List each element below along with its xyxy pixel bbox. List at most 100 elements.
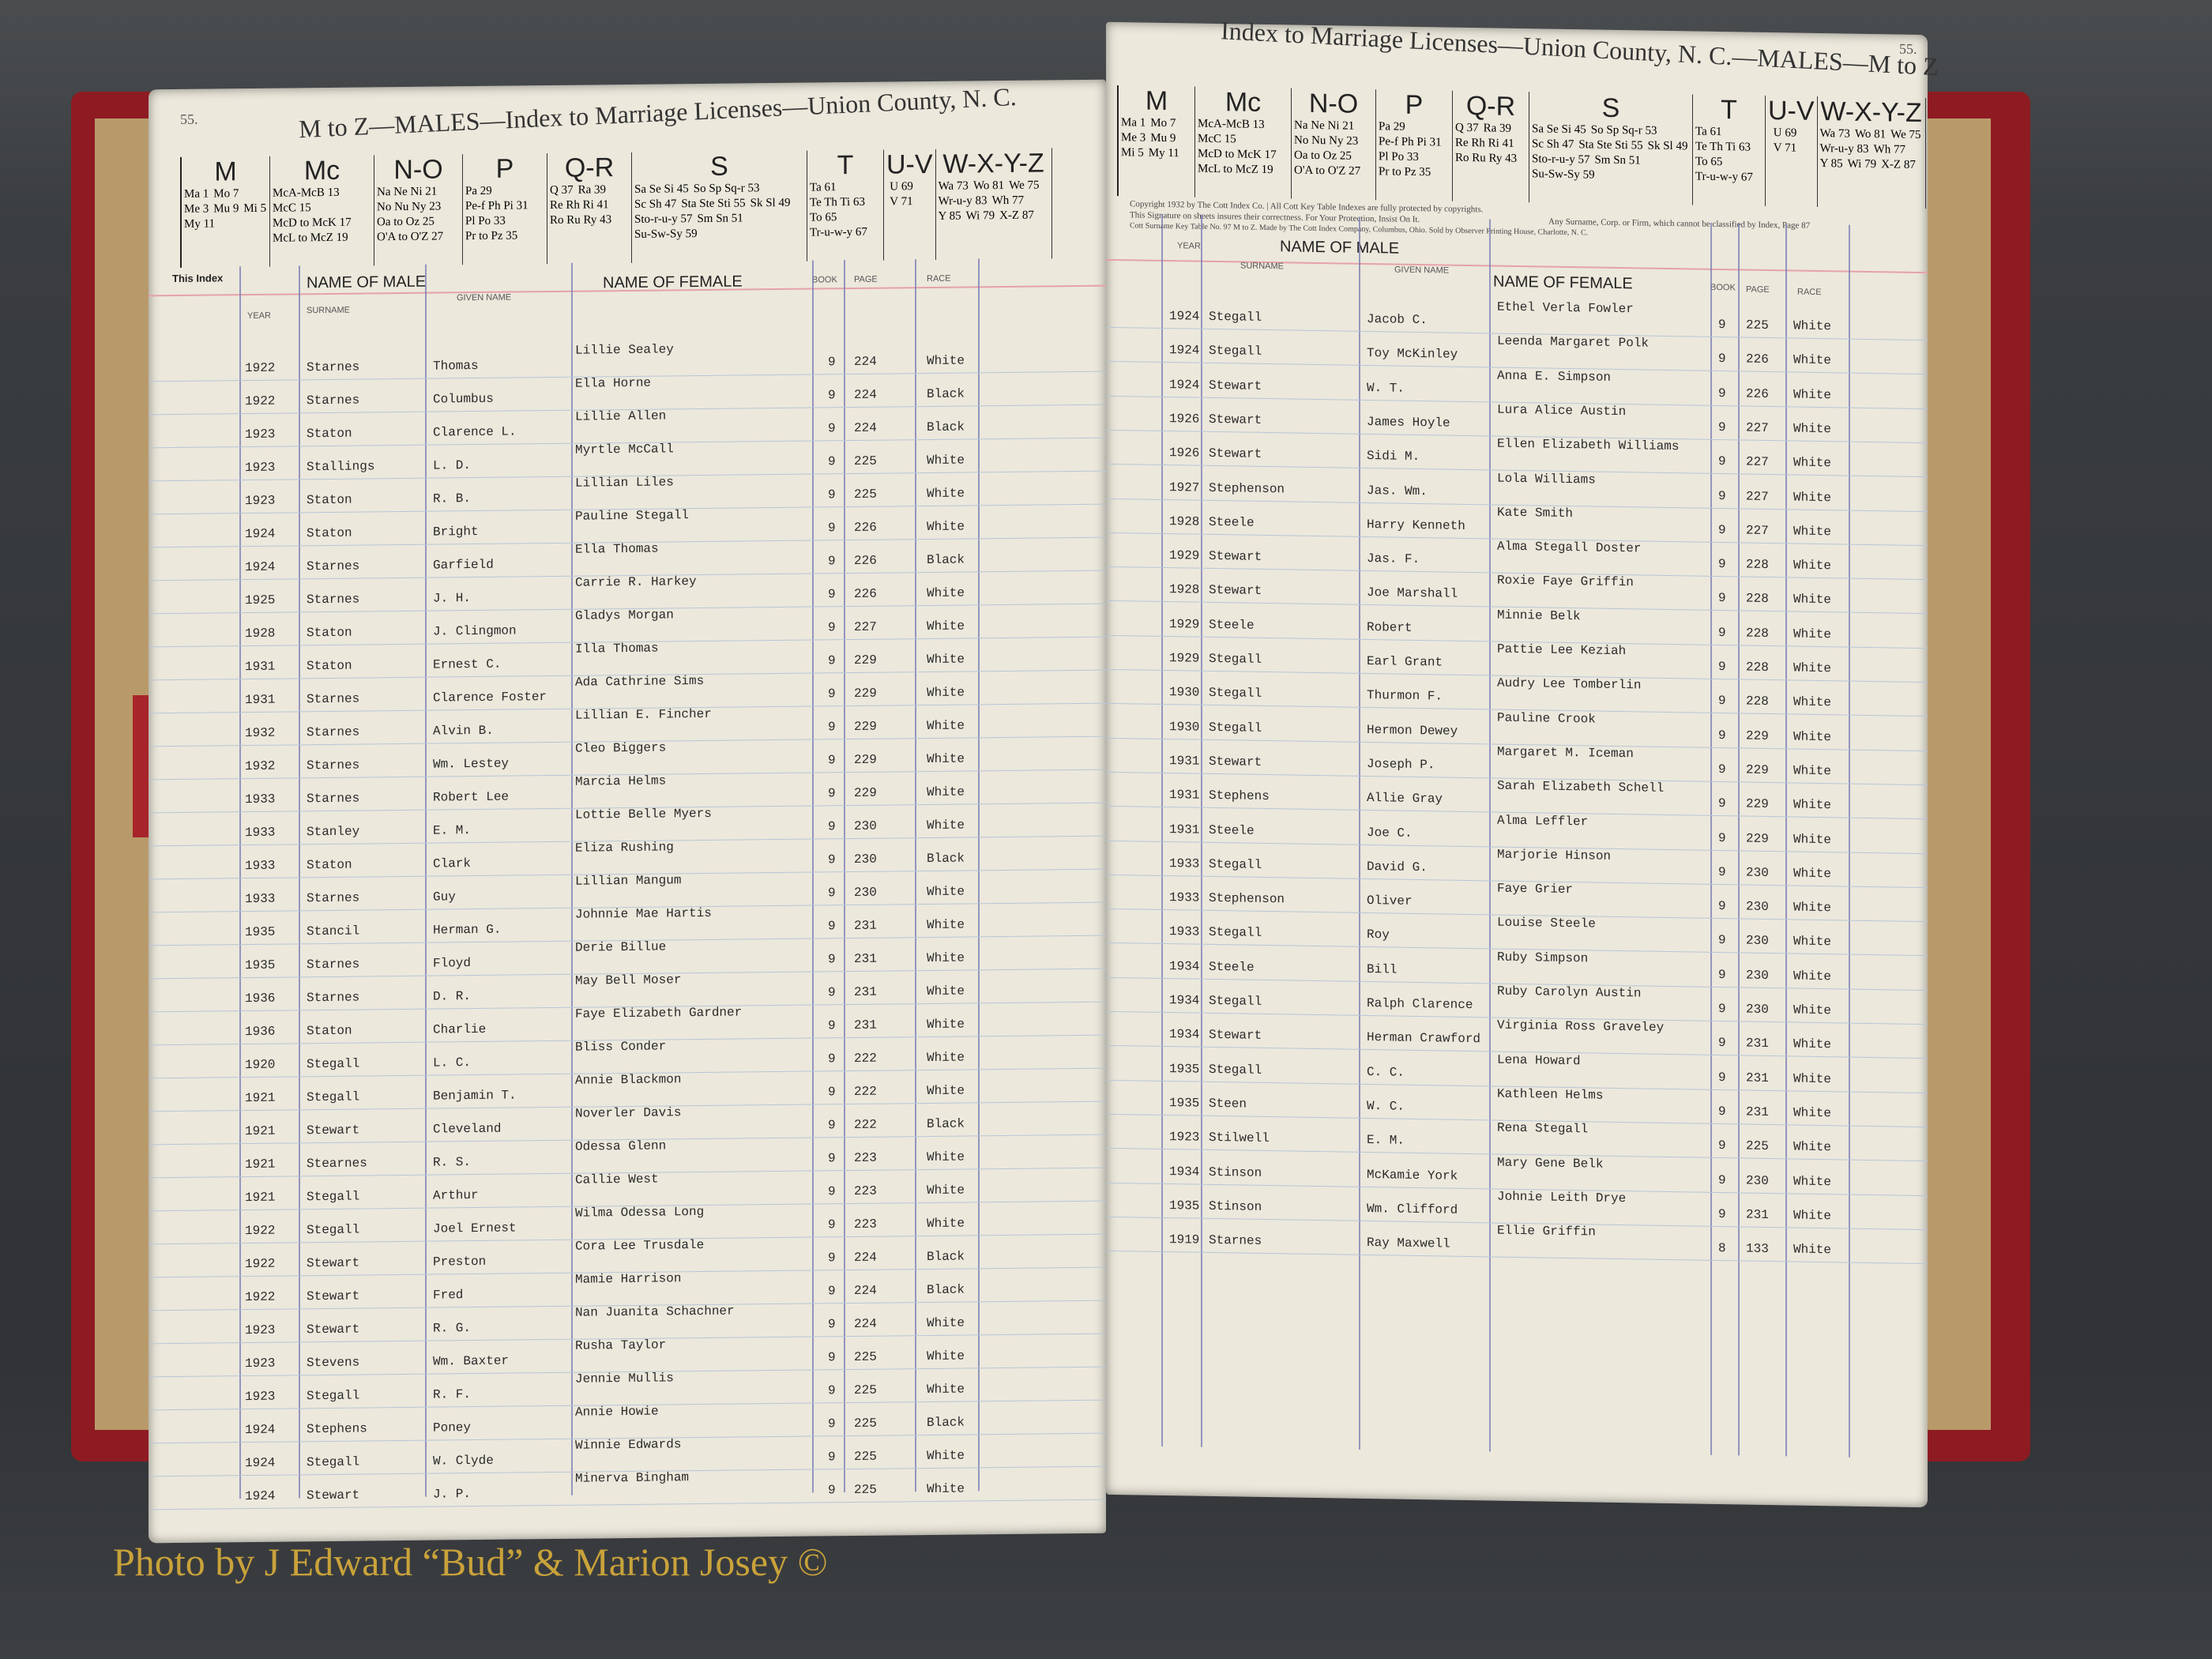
year-cell: 1923: [245, 1322, 276, 1338]
page-cell: 231: [854, 918, 877, 933]
key-entry: Na Ne Ni 21: [377, 185, 438, 199]
female-name-cell: Lola Williams: [1497, 471, 1596, 487]
surname-key-table: M Ma 1 Mo 7 Me 3 Mu 9 Mi 5 My 11 Mc McA-McB 13 Mc…: [1117, 85, 1926, 209]
key-entry: Sta Ste Sti 55: [1578, 138, 1643, 152]
given-name-cell: Arthur: [433, 1187, 479, 1203]
female-name-cell: Derie Billue: [575, 939, 667, 955]
female-name-cell: Lena Howard: [1497, 1052, 1581, 1068]
key-letter: W-X-Y-Z: [1820, 96, 1922, 129]
name-of-male-header: NAME OF MALE: [307, 273, 427, 292]
key-entry: Sc Sh 47: [634, 198, 677, 211]
column-rule: [812, 260, 814, 1493]
book-cell: 9: [1718, 386, 1726, 401]
page-header: PAGE: [854, 274, 878, 284]
page-cell: 228: [1746, 660, 1769, 675]
page-cell: 133: [1746, 1241, 1769, 1257]
page-cell: 229: [854, 686, 877, 701]
race-cell: White: [1793, 455, 1832, 471]
given-name-cell: Clarence L.: [433, 424, 517, 440]
female-name-cell: Pauline Stegall: [575, 508, 690, 524]
year-cell: 1934: [1169, 1027, 1200, 1042]
race-cell: Black: [927, 1249, 965, 1265]
female-name-cell: Anna E. Simpson: [1497, 368, 1612, 385]
key-letter: T: [837, 150, 854, 181]
key-entry: Ra 39: [1483, 122, 1512, 135]
key-entry: Sc Sh 47: [1532, 137, 1574, 152]
surname-cell: Starnes: [307, 724, 360, 740]
surname-cell: Stinson: [1209, 1198, 1262, 1214]
female-name-cell: May Bell Moser: [575, 972, 682, 988]
year-header: YEAR: [1177, 241, 1201, 251]
key-section: M Ma 1 Mo 7 Me 3 Mu 9 Mi 5 My 11: [1119, 85, 1195, 198]
year-cell: 1922: [245, 1256, 276, 1272]
book-cell: 9: [828, 919, 836, 934]
surname-cell: Stewart: [1209, 548, 1262, 565]
female-name-cell: Eliza Rushing: [575, 840, 674, 856]
book-cell: 9: [1718, 728, 1726, 743]
given-name-cell: R. B.: [433, 491, 472, 506]
race-cell: White: [927, 619, 965, 634]
year-cell: 1921: [245, 1157, 276, 1172]
race-cell: Black: [927, 386, 965, 402]
page-cell: 222: [854, 1051, 877, 1066]
book-cell: 9: [828, 720, 836, 735]
given-name-cell: Herman Crawford: [1367, 1030, 1481, 1047]
book-cell: 9: [828, 1383, 836, 1398]
given-name-cell: Herman G.: [433, 922, 502, 938]
surname-cell: Staton: [307, 625, 352, 641]
race-header: RACE: [927, 273, 951, 284]
book-cell: 9: [1718, 625, 1726, 640]
key-entry: Pl Po 33: [465, 214, 506, 228]
female-name-cell: Lottie Belle Myers: [575, 806, 712, 822]
book-cell: 9: [828, 587, 836, 602]
key-entry: Sto-r-u-y 57: [1532, 152, 1590, 167]
key-entry: Y 85: [1819, 157, 1843, 171]
surname-cell: Stegall: [1209, 309, 1262, 325]
page-cell: 230: [1746, 968, 1769, 983]
year-cell: 1929: [1169, 616, 1200, 632]
key-entry: Wa 73: [1819, 127, 1850, 141]
key-entry: To 65: [1695, 155, 1723, 169]
given-name-cell: Poney: [433, 1420, 472, 1435]
book-header: BOOK: [812, 275, 837, 285]
year-cell: 1931: [1169, 753, 1200, 769]
key-entry: Me 3: [1121, 131, 1146, 145]
race-cell: White: [927, 1017, 965, 1033]
book-cell: 9: [1718, 796, 1726, 811]
surname-cell: Steele: [1209, 514, 1255, 530]
page-cell: 231: [1746, 1070, 1769, 1085]
surname-cell: Staton: [307, 658, 352, 674]
key-letter: N-O: [393, 154, 443, 186]
page-cell: 225: [854, 1482, 877, 1497]
key-section: W-X-Y-Z Wa 73 Wo 81 We 75 Wr-u-y 83 Wh 77 Y 85…: [935, 148, 1052, 260]
given-name-cell: L. D.: [433, 458, 472, 473]
book-cell: 9: [1718, 933, 1726, 948]
book-cell: 9: [1718, 694, 1726, 709]
surname-cell: Starnes: [307, 890, 360, 906]
given-name-cell: E. M.: [1367, 1133, 1405, 1148]
book-cell: 9: [828, 1118, 836, 1133]
book-cell: 9: [828, 1350, 836, 1365]
given-name-cell: Harry Kenneth: [1367, 517, 1465, 533]
key-entry: Pa 29: [465, 184, 492, 198]
key-section: U-V U 69 V 71: [884, 149, 936, 261]
page-cell: 230: [1746, 1002, 1769, 1018]
key-entry: O'A to O'Z 27: [377, 230, 444, 244]
key-entry: Su-Sw-Sy 59: [634, 228, 698, 241]
given-name-cell: Charlie: [433, 1021, 487, 1037]
given-name-cell: Jas. F.: [1367, 551, 1420, 567]
surname-cell: Staton: [307, 492, 352, 508]
year-cell: 1928: [245, 626, 276, 641]
key-section: N-O Na Ne Ni 21 No Nu Ny 23 Oa to Oz 25 O'A …: [374, 154, 463, 266]
given-name-cell: Columbus: [433, 391, 494, 407]
page-cell: 227: [854, 619, 877, 634]
surname-cell: Stewart: [307, 1255, 360, 1271]
year-cell: 1933: [245, 858, 276, 874]
key-entry: Wa 73: [938, 179, 969, 193]
key-entry: Pe-f Ph Pi 31: [1379, 135, 1442, 149]
year-cell: 1935: [1169, 1061, 1200, 1077]
key-entry: McC 15: [1198, 132, 1236, 146]
surname-cell: Stegall: [307, 1089, 360, 1105]
page-cell: 228: [1746, 591, 1769, 607]
page-cell: 227: [1746, 420, 1769, 435]
